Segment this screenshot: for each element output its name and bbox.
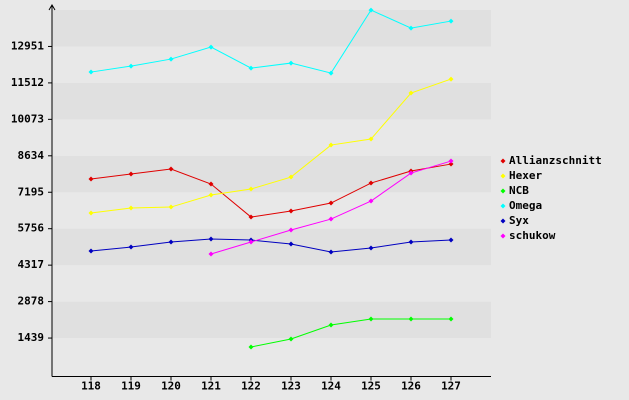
data-point: [288, 60, 294, 66]
legend-label: Omega: [509, 199, 542, 212]
x-tick-label: 127: [441, 380, 461, 393]
data-point: [88, 176, 94, 182]
y-tick-label: 4317: [18, 258, 45, 271]
data-point: [248, 186, 254, 192]
x-tick-label: 122: [241, 380, 261, 393]
data-point: [288, 241, 294, 247]
data-point: [168, 56, 174, 62]
data-point: [368, 245, 374, 251]
data-point: [208, 192, 214, 198]
plot-band: [52, 46, 491, 83]
series-line: [90, 78, 452, 214]
data-point: [128, 205, 134, 211]
y-tick-label: 10073: [11, 112, 44, 125]
legend-marker: [500, 218, 506, 224]
legend-marker: [500, 173, 506, 179]
data-point: [88, 210, 94, 216]
legend-label: Allianzschnitt: [509, 154, 602, 167]
x-tick-label: 124: [321, 380, 341, 393]
plot-band: [52, 338, 491, 375]
plot-band: [52, 192, 491, 229]
data-point: [408, 25, 414, 31]
series-line: [90, 9, 452, 74]
data-point: [168, 239, 174, 245]
legend-marker: [500, 158, 506, 164]
data-point: [208, 181, 214, 187]
data-point: [328, 322, 334, 328]
data-point: [128, 63, 134, 69]
data-point: [368, 198, 374, 204]
data-point: [328, 70, 334, 76]
data-point: [408, 316, 414, 322]
data-point: [448, 18, 454, 24]
data-point: [368, 180, 374, 186]
legend-label: NCB: [509, 184, 529, 197]
series-line: [90, 238, 452, 253]
data-point: [368, 316, 374, 322]
data-point: [88, 69, 94, 75]
data-point: [128, 171, 134, 177]
data-point: [328, 142, 334, 148]
y-tick-label: 12951: [11, 39, 44, 52]
data-point: [448, 158, 454, 164]
legend-marker: [500, 233, 506, 239]
data-point: [408, 239, 414, 245]
data-point: [248, 65, 254, 71]
data-point: [328, 249, 334, 255]
plot-band: [52, 155, 491, 193]
y-tick-label: 1439: [18, 331, 45, 344]
plot-band: [52, 301, 491, 339]
x-tick-label: 126: [401, 380, 421, 393]
legend-label: Syx: [509, 214, 529, 227]
data-point: [408, 90, 414, 96]
data-point: [128, 244, 134, 250]
x-tick-label: 120: [161, 380, 181, 393]
y-tick-label: 7195: [18, 185, 45, 198]
data-point: [368, 7, 374, 13]
plot-band: [52, 228, 491, 266]
axis-arrow: [48, 4, 56, 11]
data-point: [248, 239, 254, 245]
data-point: [328, 216, 334, 222]
data-point: [448, 316, 454, 322]
y-tick-label: 8634: [18, 149, 45, 162]
series-line: [250, 318, 451, 348]
data-point: [208, 251, 214, 257]
plot-band: [52, 119, 491, 156]
data-point: [168, 166, 174, 172]
data-point: [248, 344, 254, 350]
data-point: [328, 200, 334, 206]
data-point: [288, 227, 294, 233]
legend-marker: [500, 203, 506, 209]
data-point: [448, 76, 454, 82]
y-tick-label: 2878: [18, 295, 45, 308]
data-point: [88, 248, 94, 254]
x-tick-label: 125: [361, 380, 381, 393]
data-point: [288, 208, 294, 214]
data-point: [288, 174, 294, 180]
data-point: [448, 237, 454, 243]
plot-band: [52, 10, 491, 47]
data-point: [168, 204, 174, 210]
plot-band: [52, 265, 491, 302]
data-point: [448, 161, 454, 167]
data-point: [208, 44, 214, 50]
data-point: [248, 214, 254, 220]
data-point: [288, 336, 294, 342]
legend-marker: [500, 188, 506, 194]
x-tick-label: 118: [81, 380, 101, 393]
x-tick-label: 119: [121, 380, 141, 393]
data-point: [408, 170, 414, 176]
x-tick-label: 123: [281, 380, 301, 393]
y-tick-label: 11512: [11, 76, 44, 89]
x-tick-label: 121: [201, 380, 221, 393]
legend-label: schukow: [509, 229, 556, 242]
plot-band: [52, 82, 491, 120]
data-point: [208, 236, 214, 242]
series-line: [90, 163, 452, 218]
y-tick-label: 5756: [18, 222, 45, 235]
legend-label: Hexer: [509, 169, 542, 182]
data-point: [368, 136, 374, 142]
